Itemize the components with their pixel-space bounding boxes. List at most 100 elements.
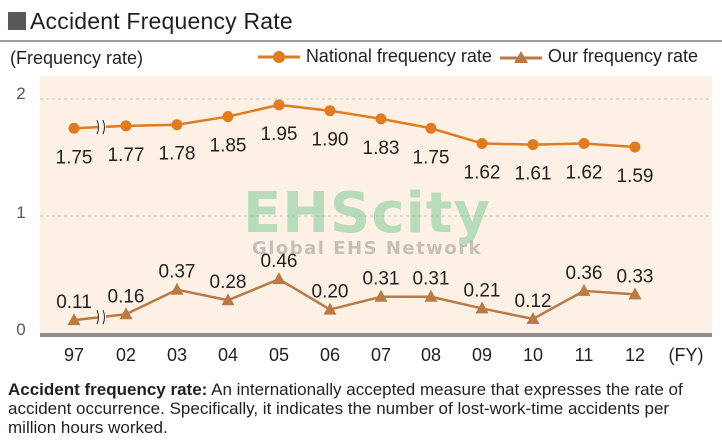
series-line-segment	[125, 288, 178, 316]
x-axis-unit-label: (FY)	[669, 345, 704, 365]
series-line-segment	[481, 307, 534, 321]
chart-legend: National frequency rate Our frequency ra…	[250, 46, 698, 67]
x-tick-label: 97	[64, 345, 84, 365]
x-tick-label: 12	[625, 345, 645, 365]
series-line-segment	[278, 278, 331, 311]
series-line-segment	[329, 295, 382, 311]
data-label-ours: 0.21	[464, 280, 501, 301]
series-line-segment	[583, 289, 636, 296]
chart-title-text: Accident Frequency Rate	[30, 7, 293, 34]
data-label-ours: 0.16	[108, 286, 145, 307]
data-label-national: 1.85	[210, 136, 247, 157]
x-tick-label: 02	[116, 345, 136, 365]
data-label-ours: 0.28	[210, 272, 247, 293]
data-point-ours	[221, 293, 235, 306]
data-point-ours	[577, 283, 591, 296]
x-tick-label: 03	[167, 345, 187, 365]
data-point-national	[629, 141, 641, 153]
data-label-national: 1.95	[261, 124, 298, 145]
data-point-national	[120, 120, 132, 132]
data-point-national	[222, 111, 234, 123]
data-point-national	[324, 105, 336, 117]
series-line-segment	[278, 103, 331, 112]
data-label-ours: 0.12	[515, 291, 552, 312]
title-divider	[0, 40, 722, 42]
legend-label-national: National frequency rate	[305, 46, 492, 66]
data-point-ours	[628, 287, 642, 300]
series-line-segment	[176, 115, 229, 126]
x-tick-label: 11	[575, 345, 594, 365]
data-label-ours: 0.11	[56, 292, 92, 313]
data-label-national: 1.59	[617, 166, 654, 187]
data-point-ours	[323, 302, 337, 315]
series-line-segment	[481, 142, 534, 146]
data-label-ours: 0.20	[312, 282, 349, 303]
axis-break-mark	[102, 310, 105, 325]
data-point-national	[578, 137, 590, 149]
axis-break-mark	[96, 119, 99, 135]
data-point-ours	[67, 313, 81, 326]
footnote-text: An internationally accepted measure that…	[8, 380, 683, 437]
data-label-national: 1.61	[515, 164, 552, 185]
data-label-ours: 0.31	[363, 269, 400, 290]
data-point-ours	[170, 282, 184, 295]
series-line-segment	[125, 123, 178, 128]
legend-item-national: National frequency rate	[256, 46, 492, 67]
series-line-segment	[227, 103, 280, 118]
data-point-ours	[119, 307, 133, 320]
data-point-national	[375, 113, 387, 125]
data-point-national	[527, 139, 539, 151]
footnote-term: Accident frequency rate:	[8, 380, 208, 399]
data-label-national: 1.62	[566, 162, 603, 183]
data-point-ours	[526, 311, 540, 324]
data-label-national: 1.62	[464, 162, 501, 183]
series-line-segment	[583, 142, 636, 149]
y-axis-label: (Frequency rate)	[10, 48, 144, 68]
y-tick-label: 0	[16, 320, 25, 339]
legend-triangle-marker-icon	[499, 50, 542, 63]
x-tick-label: 08	[421, 345, 441, 365]
chart-title: Accident Frequency Rate	[8, 4, 293, 38]
data-point-national	[476, 137, 488, 149]
data-label-national: 1.90	[312, 130, 349, 151]
data-point-national	[171, 119, 183, 131]
axis-break-gap	[98, 309, 106, 326]
series-line-segment	[430, 295, 483, 310]
data-point-ours	[475, 301, 489, 314]
footnote: Accident frequency rate: An internationa…	[8, 380, 718, 437]
title-square-icon	[8, 12, 26, 30]
data-point-ours	[374, 289, 388, 302]
axis-break-gap	[98, 119, 106, 136]
data-point-ours	[272, 272, 286, 285]
y-tick-label: 2	[16, 84, 25, 103]
legend-item-ours: Our frequency rate	[498, 46, 698, 67]
data-label-national: 1.78	[159, 144, 196, 165]
legend-circle-marker-icon	[257, 50, 300, 63]
data-point-ours	[424, 289, 438, 302]
axis-break-mark	[96, 310, 99, 325]
data-label-ours: 0.36	[566, 263, 603, 284]
series-line-segment	[532, 289, 585, 321]
data-label-ours: 0.37	[159, 262, 196, 283]
y-tick-label: 1	[16, 203, 25, 222]
data-point-national	[273, 99, 285, 111]
x-tick-label: 04	[218, 345, 238, 365]
data-point-national	[425, 122, 437, 134]
x-tick-label: 06	[320, 345, 340, 365]
data-label-ours: 0.31	[413, 269, 450, 290]
data-label-national: 1.83	[363, 138, 400, 159]
legend-label-ours: Our frequency rate	[547, 46, 698, 66]
data-label-national: 1.77	[108, 145, 145, 166]
x-axis-line	[40, 333, 712, 337]
series-line-segment	[176, 288, 229, 302]
data-label-ours: 0.46	[261, 251, 298, 272]
x-tick-label: 09	[472, 345, 492, 365]
series-line-segment	[329, 109, 382, 121]
x-tick-label: 10	[523, 345, 543, 365]
x-tick-label: 05	[269, 345, 289, 365]
series-line-segment	[532, 142, 585, 146]
data-point-national	[68, 122, 80, 134]
series-line-segment	[380, 117, 432, 130]
data-label-national: 1.75	[413, 147, 450, 168]
x-tick-label: 07	[371, 345, 391, 365]
